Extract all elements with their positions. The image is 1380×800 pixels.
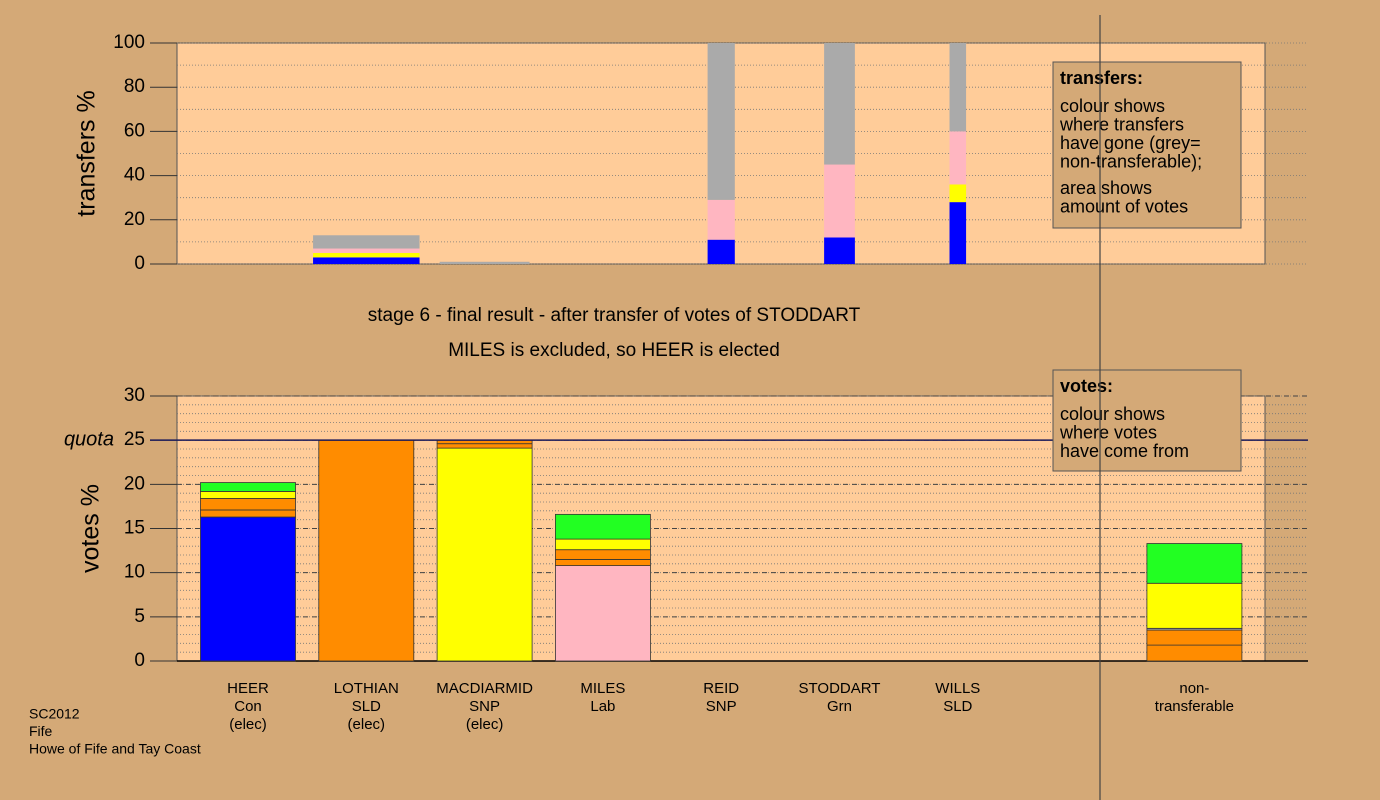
x-tick-label: HEER xyxy=(227,680,269,697)
bar-segment xyxy=(439,261,530,264)
x-tick-label: Grn xyxy=(827,698,852,715)
y-tick-label: 25 xyxy=(124,429,145,450)
bar-segment xyxy=(555,538,651,551)
y-tick-label: 0 xyxy=(134,650,145,671)
y-tick-label: 20 xyxy=(124,473,145,494)
x-tick-label: (elec) xyxy=(466,716,504,733)
bar-segment xyxy=(200,516,296,662)
bar-segment xyxy=(824,43,855,165)
legend-box xyxy=(1052,61,1242,229)
bar-segment xyxy=(200,498,296,511)
legend-text: colour shows xyxy=(1060,96,1165,116)
bar-segment xyxy=(555,565,651,662)
y-tick-label: 5 xyxy=(134,606,145,627)
y-tick-label: 40 xyxy=(124,165,145,186)
legend-text: colour shows xyxy=(1060,404,1165,424)
bar-segment xyxy=(949,202,967,264)
y-axis-label: transfers % xyxy=(73,90,101,216)
bar-segment xyxy=(436,443,533,449)
footer-text: SC2012 xyxy=(29,706,80,722)
bar-segment xyxy=(1146,582,1243,629)
x-tick-label: SLD xyxy=(352,698,381,715)
x-tick-label: MILES xyxy=(580,680,625,697)
x-tick-label: REID xyxy=(703,680,739,697)
y-tick-label: 80 xyxy=(124,76,145,97)
bar-segment xyxy=(707,199,735,240)
bar-segment xyxy=(313,252,420,258)
legend-text: where votes xyxy=(1059,422,1157,442)
bar-segment xyxy=(318,439,415,662)
bar-segment xyxy=(1146,629,1243,646)
bar-segment xyxy=(313,257,420,264)
legend-text: have come from xyxy=(1060,441,1189,461)
x-tick-label: SNP xyxy=(706,698,737,715)
bar-segment xyxy=(313,248,420,253)
bar-segment xyxy=(824,237,855,264)
x-tick-label: (elec) xyxy=(229,716,267,733)
y-tick-label: 30 xyxy=(124,385,145,406)
x-tick-label: WILLS xyxy=(935,680,980,697)
bar-segment xyxy=(436,447,533,662)
bar-segment xyxy=(200,509,296,518)
x-tick-label: STODDART xyxy=(799,680,881,697)
quota-label: quota xyxy=(64,428,114,450)
bar-segment xyxy=(313,235,420,249)
bar-segment xyxy=(555,513,651,540)
y-tick-label: 100 xyxy=(113,32,145,53)
bar-segment xyxy=(949,131,967,185)
legend-text: where transfers xyxy=(1059,114,1184,134)
x-tick-label: Con xyxy=(234,698,262,715)
x-tick-label: SLD xyxy=(943,698,972,715)
y-tick-label: 15 xyxy=(124,518,145,539)
bar-segment xyxy=(949,184,967,203)
legend-title: votes: xyxy=(1060,376,1113,396)
x-tick-label: MACDIARMID xyxy=(436,680,533,697)
bar-segment xyxy=(707,43,735,200)
caption: MILES is excluded, so HEER is elected xyxy=(448,340,780,361)
bar-segment xyxy=(200,490,296,499)
footer-text: Fife xyxy=(29,723,53,739)
x-tick-label: (elec) xyxy=(348,716,386,733)
x-tick-label: Lab xyxy=(590,698,615,715)
y-tick-label: 0 xyxy=(134,253,145,274)
bar-segment xyxy=(555,549,651,560)
bar-segment xyxy=(1146,644,1243,662)
bar-segment xyxy=(555,559,651,567)
x-tick-label: SNP xyxy=(469,698,500,715)
legend-text: amount of votes xyxy=(1060,196,1188,216)
footer-text: Howe of Fife and Tay Coast xyxy=(29,741,201,757)
legend-text: have gone (grey= xyxy=(1060,133,1201,153)
bar-segment xyxy=(1146,543,1243,584)
bar-segment xyxy=(200,482,296,492)
bar-segment xyxy=(949,43,967,132)
y-tick-label: 20 xyxy=(124,209,145,230)
x-tick-label: non- xyxy=(1179,680,1209,697)
y-tick-label: 60 xyxy=(124,120,145,141)
bar-segment xyxy=(707,239,735,264)
legend-title: transfers: xyxy=(1060,68,1143,88)
legend-text: non-transferable); xyxy=(1060,151,1202,171)
bar-segment xyxy=(824,164,855,238)
y-tick-label: 10 xyxy=(124,562,145,583)
x-tick-label: LOTHIAN xyxy=(334,680,399,697)
x-tick-label: transferable xyxy=(1155,698,1234,715)
caption: stage 6 - final result - after transfer … xyxy=(368,305,861,326)
legend-text: area shows xyxy=(1060,178,1152,198)
legend-box xyxy=(1052,369,1242,472)
y-axis-label: votes % xyxy=(77,484,105,573)
